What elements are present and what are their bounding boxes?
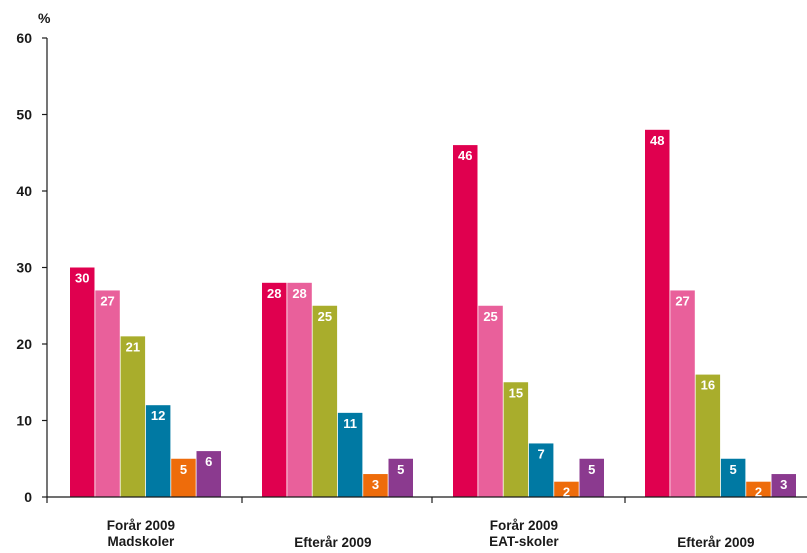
- bar: [579, 458, 604, 497]
- bar-value-label: 3: [372, 477, 379, 492]
- bar-value-label: 15: [509, 385, 523, 400]
- x-category-label: Efterår 2009: [294, 535, 371, 550]
- y-axis: 0 10 20 30 40 50 60: [16, 30, 48, 505]
- bar-value-label: 12: [151, 408, 165, 423]
- bar: [670, 290, 695, 497]
- bar: [478, 305, 503, 497]
- bar-value-label: 2: [563, 485, 570, 500]
- bar-value-label: 21: [126, 339, 140, 354]
- y-axis-unit-label: %: [38, 10, 51, 26]
- bar-value-label: 5: [397, 462, 404, 477]
- bar-value-label: 3: [780, 477, 787, 492]
- bar: [503, 382, 529, 497]
- y-tick-label: 40: [16, 183, 32, 199]
- bar: [95, 290, 120, 497]
- x-category-label: Forår 2009: [490, 518, 558, 533]
- bar-value-label: 27: [675, 293, 689, 308]
- x-category-label: Madskoler: [108, 534, 176, 549]
- bar-value-label: 5: [180, 462, 187, 477]
- bar: [287, 282, 312, 497]
- bar: [120, 336, 146, 497]
- bar: [70, 267, 95, 497]
- bar: [528, 443, 554, 497]
- bar-value-label: 2: [755, 485, 762, 500]
- bar-value-label: 6: [205, 454, 212, 469]
- bar: [746, 481, 771, 497]
- bar-value-label: 46: [458, 148, 472, 163]
- bar: [695, 374, 721, 497]
- bar-value-label: 48: [650, 133, 664, 148]
- bar: [645, 129, 670, 498]
- bar: [388, 458, 413, 497]
- bar: [312, 305, 338, 497]
- y-tick-label: 50: [16, 107, 32, 123]
- bar-value-label: 27: [100, 293, 114, 308]
- y-tick-label: 10: [16, 413, 32, 429]
- bar-value-label: 28: [292, 286, 306, 301]
- x-category-label: EAT-skoler: [489, 534, 559, 549]
- x-category-label: Efterår 2009: [677, 535, 754, 550]
- bar-value-label: 11: [343, 416, 357, 431]
- bar-value-label: 5: [588, 462, 595, 477]
- y-tick-label: 30: [16, 260, 32, 276]
- x-category-label: Forår 2009: [107, 518, 175, 533]
- bar-value-label: 30: [75, 271, 89, 286]
- bar: [337, 412, 363, 497]
- bar-value-label: 7: [538, 446, 545, 461]
- bar: [720, 458, 746, 497]
- bar-value-label: 16: [701, 378, 715, 393]
- bar: [554, 481, 579, 497]
- bar: [196, 451, 221, 497]
- y-tick-label: 60: [16, 30, 32, 46]
- bar-value-label: 28: [267, 286, 281, 301]
- bar: [145, 405, 171, 497]
- bar: [171, 458, 196, 497]
- bar: [262, 282, 287, 497]
- bar-value-label: 5: [730, 462, 737, 477]
- bar-value-label: 25: [483, 309, 497, 324]
- bar-value-label: 25: [318, 309, 332, 324]
- bar: [363, 474, 388, 497]
- bar: [771, 474, 796, 497]
- bar: [453, 145, 478, 497]
- y-tick-label: 20: [16, 336, 32, 352]
- y-tick-label: 0: [24, 489, 32, 505]
